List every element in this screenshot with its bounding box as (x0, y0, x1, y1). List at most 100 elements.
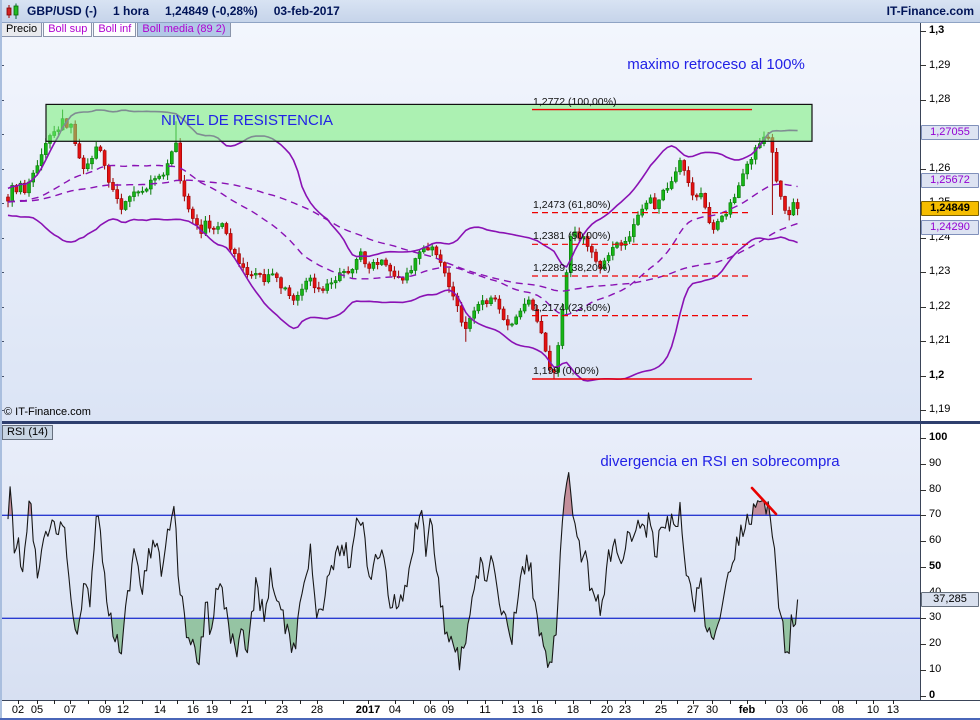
x-axis-label: 09 (441, 704, 455, 716)
x-axis-tick (838, 700, 839, 704)
xaxis-border (0, 700, 980, 701)
rsi-axis-label: 90 (929, 456, 942, 469)
rsi-value-box: 37,285 (921, 591, 979, 607)
x-axis-tick (573, 700, 574, 704)
x-axis-label: 16 (530, 704, 544, 716)
rsi-axis-label: 0 (929, 688, 936, 701)
x-axis-label: 28 (310, 704, 324, 716)
price-left-tick (0, 169, 4, 170)
rsi-axis-label: 80 (929, 482, 942, 495)
fib-label: 1,2289 (38,20%) (533, 261, 611, 274)
x-axis-tick (282, 700, 283, 704)
price-left-tick (0, 203, 4, 204)
bollinger-value-box: 1,25672 (921, 172, 979, 188)
x-axis-minor-tick (300, 700, 301, 704)
x-axis-tick (368, 700, 369, 704)
rsi-axis-tick (920, 541, 926, 542)
indicator-tabs: Precio Boll sup Boll inf Boll media (89 … (1, 22, 231, 37)
x-axis-tick (193, 700, 194, 704)
x-axis-label: 12 (116, 704, 130, 716)
tab-precio[interactable]: Precio (1, 22, 43, 37)
x-axis-tick (802, 700, 803, 704)
tab-boll-sup[interactable]: Boll sup (43, 22, 93, 37)
date-label: 03-feb-2017 (273, 4, 340, 18)
price-axis-tick (920, 307, 926, 308)
price-axis-tick (920, 341, 926, 342)
rsi-chart-canvas (0, 472, 920, 671)
tab-boll-inf[interactable]: Boll inf (93, 22, 137, 37)
resistance-zone-label: NIVEL DE RESISTENCIA (161, 112, 333, 129)
x-axis-tick (105, 700, 106, 704)
x-axis-tick (893, 700, 894, 704)
price-axis-label: 1,26 (929, 161, 951, 174)
x-axis-tick (873, 700, 874, 704)
x-axis-minor-tick (142, 700, 143, 704)
x-axis-tick (693, 700, 694, 704)
x-axis-minor-tick (555, 700, 556, 704)
x-axis-label: 13 (511, 704, 525, 716)
x-axis-label: 18 (566, 704, 580, 716)
price-panel (0, 22, 920, 421)
x-axis-tick (70, 700, 71, 704)
x-axis-tick (212, 700, 213, 704)
fib-label: 1,2473 (61,80%) (533, 198, 611, 211)
x-axis-tick (123, 700, 124, 704)
candlestick-icon (6, 3, 19, 19)
rsi-axis-tick (920, 567, 926, 568)
annotation-max-retracement: maximo retroceso al 100% (627, 56, 805, 73)
fib-label: 1,199 (0,00%) (533, 364, 599, 377)
x-axis-minor-tick (765, 700, 766, 704)
price-axis-tick (920, 272, 926, 273)
x-axis-tick (18, 700, 19, 704)
rsi-panel (0, 424, 920, 700)
rsi-axis-tick (920, 696, 926, 697)
x-axis-tick (782, 700, 783, 704)
price-axis-label: 1,23 (929, 265, 951, 278)
x-axis-minor-tick (413, 700, 414, 704)
x-axis-minor-tick (820, 700, 821, 704)
x-axis-tick (712, 700, 713, 704)
x-axis-label: 19 (205, 704, 219, 716)
x-axis-label: feb (738, 704, 756, 716)
title-bar: GBP/USD (-) 1 hora 1,24849 (-0,28%) 03-f… (0, 0, 980, 23)
x-axis-tick (395, 700, 396, 704)
panel-divider (0, 421, 980, 424)
price-left-tick (0, 65, 4, 66)
annotation-rsi-divergence: divergencia en RSI en sobrecompra (600, 453, 840, 470)
rsi-axis-label: 30 (929, 611, 942, 624)
x-axis-label: 11 (479, 704, 491, 716)
tab-boll-media[interactable]: Boll media (89 2) (137, 22, 231, 37)
rsi-axis-label: 10 (929, 662, 942, 675)
price-axis-label: 1,19 (929, 403, 951, 415)
x-axis-label: 08 (831, 704, 845, 716)
x-axis-minor-tick (502, 700, 503, 704)
price-axis-tick (920, 238, 926, 239)
window-bottom-edge (0, 718, 980, 720)
x-axis-label: 10 (866, 704, 880, 716)
window-left-edge (0, 0, 2, 720)
x-axis-label: 20 (600, 704, 614, 716)
x-axis-minor-tick (643, 700, 644, 704)
x-axis-minor-tick (343, 700, 344, 704)
price-axis-tick (920, 65, 926, 66)
x-axis-tick (518, 700, 519, 704)
x-axis-minor-tick (730, 700, 731, 704)
price-chart-canvas (6, 103, 813, 382)
fib-label: 1,2772 (100,00%) (533, 95, 617, 108)
x-axis-label: 04 (388, 704, 402, 716)
fib-label: 1,2174 (23,60%) (533, 301, 611, 314)
x-axis-label: 09 (98, 704, 112, 716)
price-left-tick (0, 238, 4, 239)
tab-rsi[interactable]: RSI (14) (2, 425, 53, 440)
x-axis-label: 30 (705, 704, 719, 716)
price-axis-label: 1,2 (929, 368, 945, 381)
price-left-tick (0, 272, 4, 273)
x-axis-label: 16 (186, 704, 200, 716)
x-axis-tick (317, 700, 318, 704)
fib-label: 1,2381 (50,00%) (533, 230, 611, 243)
price-left-tick (0, 341, 4, 342)
price-left-tick (0, 410, 4, 411)
x-axis-tick (247, 700, 248, 704)
x-axis-label: 06 (795, 704, 809, 716)
last-price-box: 1,24849 (921, 201, 979, 216)
